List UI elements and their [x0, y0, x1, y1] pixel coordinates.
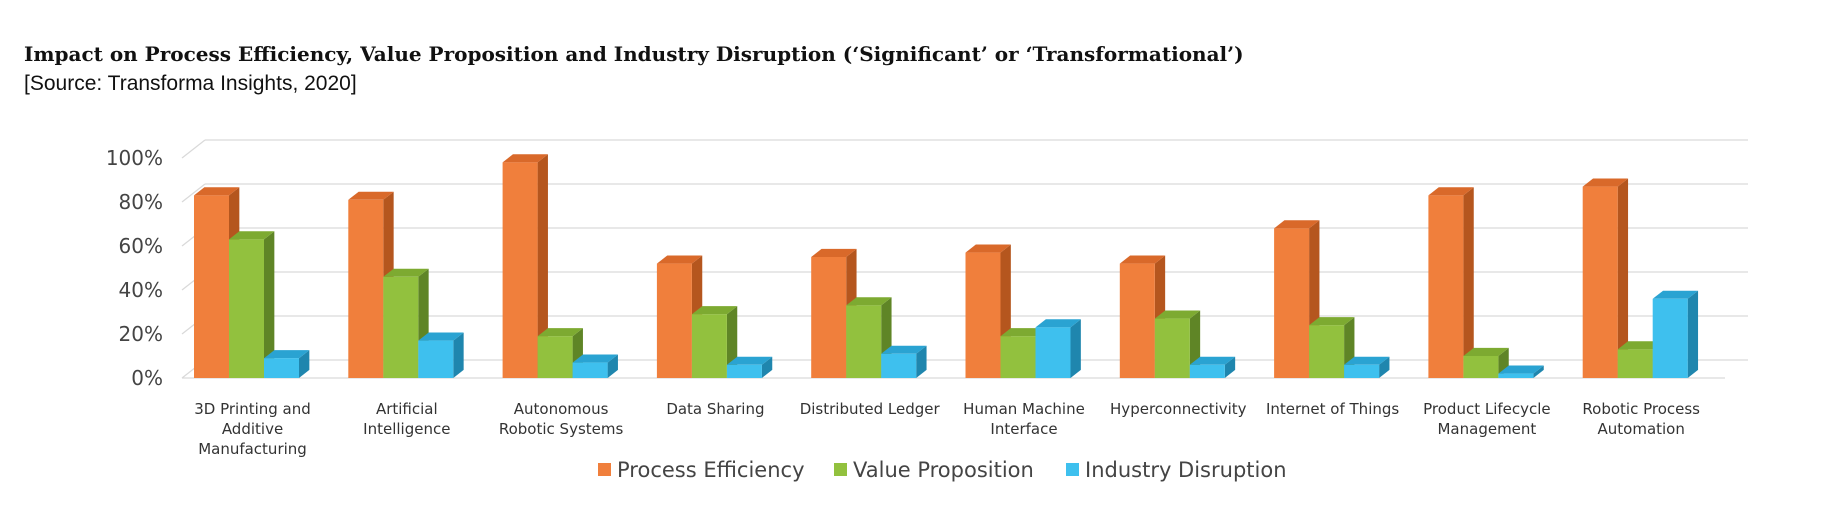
bar-industry-disruption [881, 345, 927, 378]
x-tick-label: Product Lifecycle Management [1423, 400, 1551, 438]
x-tick-label: Human Machine Interface [963, 400, 1085, 438]
legend-label: Process Efficiency [617, 458, 805, 482]
bar-process-efficiency [965, 244, 1011, 378]
x-tick-label: 3D Printing and Additive Manufacturing [194, 400, 311, 458]
bar-industry-disruption [264, 350, 310, 378]
legend-swatch [598, 463, 611, 476]
legend-item: Process Efficiency [598, 458, 805, 482]
x-tick-label: Data Sharing [666, 400, 764, 418]
bar-process-efficiency [1428, 187, 1474, 378]
bar-industry-disruption [1344, 356, 1390, 378]
legend: Process Efficiency Value Proposition Indus… [598, 458, 1287, 482]
x-tick-label: Distributed Ledger [800, 400, 941, 418]
legend-item: Value Proposition [834, 458, 1034, 482]
bar-process-efficiency [502, 154, 548, 378]
x-tick-label: Robotic Process Automation [1582, 400, 1700, 438]
legend-label: Value Proposition [853, 458, 1034, 482]
bar-industry-disruption [726, 356, 773, 378]
bar-value-proposition [229, 231, 275, 378]
bar-industry-disruption [1652, 290, 1699, 378]
bar-value-proposition [1463, 347, 1509, 378]
bar-value-proposition [383, 268, 429, 378]
bar-industry-disruption [1035, 319, 1081, 378]
y-tick-label: 40% [119, 278, 163, 302]
x-tick-label: Hyperconnectivity [1110, 400, 1247, 418]
bar-value-proposition [691, 306, 738, 378]
legend-item: Industry Disruption [1066, 458, 1287, 482]
chart-subtitle: [Source: Transforma Insights, 2020] [24, 72, 357, 95]
bar-industry-disruption [1189, 356, 1236, 378]
legend-swatch [834, 463, 847, 476]
y-tick-label: 80% [119, 190, 163, 214]
chart-title: Impact on Process Efficiency, Value Prop… [24, 42, 1244, 66]
bars [194, 154, 1699, 378]
category-labels: 3D Printing and Additive Manufacturing Arti… [194, 400, 1700, 458]
y-tick-label: 60% [119, 234, 163, 258]
bar-industry-disruption [572, 354, 618, 378]
bar-process-efficiency [1582, 178, 1629, 378]
y-tick-label: 0% [131, 366, 163, 390]
y-tick-label: 100% [106, 146, 163, 170]
bar-industry-disruption [1498, 365, 1544, 378]
bar-industry-disruption [418, 332, 464, 378]
bar-value-proposition [1154, 310, 1201, 378]
legend-label: Industry Disruption [1085, 458, 1287, 482]
x-tick-label: Internet of Things [1266, 400, 1399, 418]
y-tick-label: 20% [119, 322, 163, 346]
x-tick-label: Autonomous Robotic Systems [499, 400, 624, 438]
x-tick-label: Artificial Intelligence [363, 400, 450, 438]
bar-value-proposition [537, 328, 583, 378]
legend-swatch [1066, 463, 1079, 476]
